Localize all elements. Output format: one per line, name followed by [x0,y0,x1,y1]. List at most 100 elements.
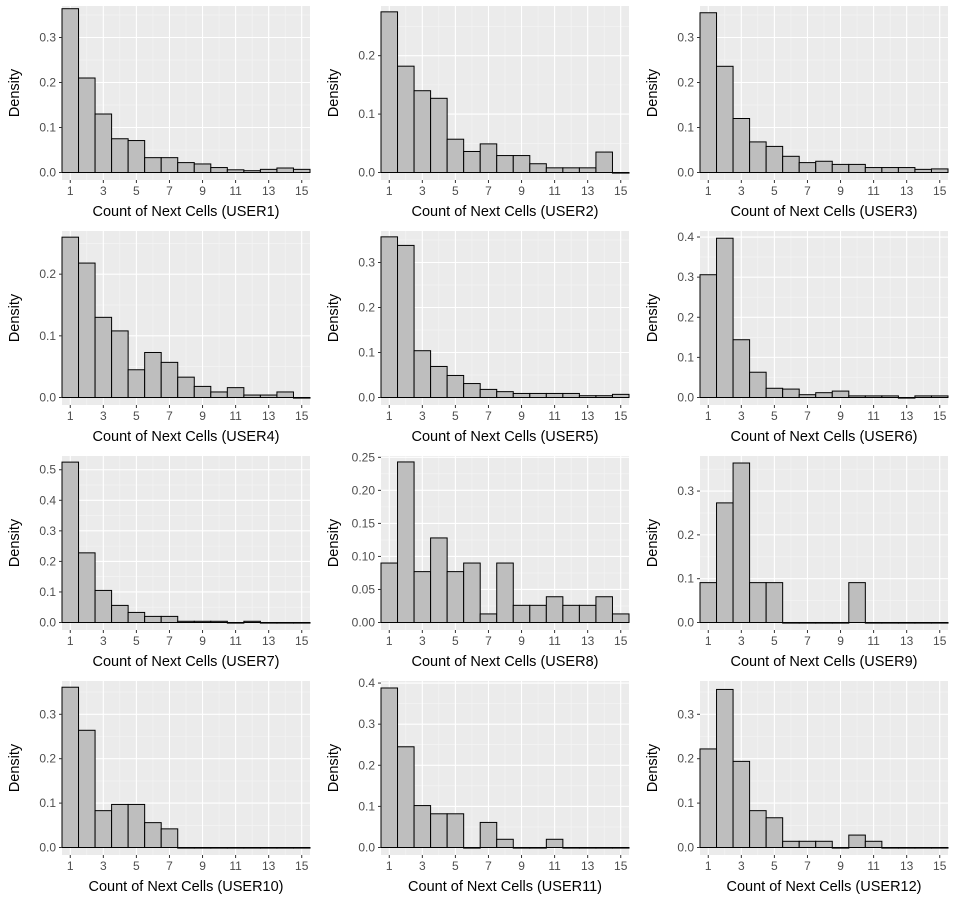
histogram-panel-user12: 1 3 5 7 9 11 13 15 0.0 0.1 0.2 0.3 Count of Next Cel… [638,675,957,900]
x-axis-title: Count of Next Cells (USER11) [408,879,602,895]
histogram-bar [243,620,261,624]
histogram-bar [881,167,899,174]
histogram-bar [782,388,800,399]
x-axis-title: Count of Next Cells (USER6) [731,429,918,445]
histogram-bar [111,138,129,174]
histogram-bar [127,611,146,624]
y-tick-label: 0.4 [677,230,694,244]
histogram-bar [496,562,514,624]
y-tick-label: 0.0 [677,391,694,405]
y-tick-label: 0.2 [358,758,375,772]
y-tick-label: 0.1 [39,585,56,599]
histogram-bar [699,274,718,399]
histogram-bar [479,613,498,624]
y-tick-label: 0.0 [39,166,56,180]
histogram-bar [94,810,113,849]
x-tick-label: 13 [581,184,595,198]
x-axis-title: Count of Next Cells (USER4) [93,429,280,445]
x-tick-label: 15 [933,184,947,198]
histogram-panel-user2: 1 3 5 7 9 11 13 15 0.0 0.1 0.2 Count of Next Cells … [319,0,638,225]
x-tick-label: 7 [804,634,811,648]
histogram-bar [848,834,866,849]
histogram-bar [749,582,767,624]
histogram-bar [193,163,212,174]
histogram-bar [463,383,481,399]
histogram-bar [430,537,448,624]
histogram-bar [562,167,580,174]
histogram-bar [430,365,448,399]
histogram-bar [430,813,448,849]
histogram-bar [380,562,399,624]
y-tick-label: 0.1 [39,796,56,810]
histogram-bar [292,847,311,849]
y-tick-label: 0.0 [358,841,375,855]
x-tick-label: 9 [518,184,525,198]
x-tick-label: 9 [837,409,844,423]
y-tick-label: 0.3 [39,31,56,45]
histogram-bar [732,462,751,624]
y-tick-label: 0.20 [352,483,376,497]
histogram-bar [479,821,498,849]
histogram-bar [831,622,850,624]
x-tick-label: 7 [166,859,173,873]
histogram-bar [732,118,751,174]
histogram-bar [815,840,833,849]
histogram-bar [765,817,784,849]
y-tick-label: 0.0 [39,841,56,855]
x-tick-label: 3 [738,859,745,873]
y-tick-label: 0.2 [39,554,56,568]
x-tick-label: 13 [581,409,595,423]
y-tick-label: 0.15 [352,516,376,530]
y-tick-label: 0.2 [677,76,694,90]
histogram-bar [210,391,228,399]
histogram-bar [732,339,751,399]
histogram-chart: 1 3 5 7 9 11 13 150.000.050.100.150.200.25Count… [326,450,630,670]
histogram-bar [78,729,96,849]
histogram-bar [479,388,498,399]
histogram-bar [276,622,294,624]
x-tick-label: 11 [548,184,561,198]
histogram-bar [798,162,817,174]
y-tick-label: 0.05 [352,582,376,596]
x-tick-label: 13 [900,184,914,198]
x-tick-label: 15 [933,859,947,873]
x-tick-label: 15 [933,634,947,648]
x-tick-label: 15 [295,409,309,423]
x-tick-label: 5 [452,634,459,648]
histogram-bar [848,582,866,624]
x-axis-title: Count of Next Cells (USER1) [93,204,280,220]
x-tick-label: 5 [452,859,459,873]
histogram-bar [463,847,481,849]
y-axis-title: Density [326,293,342,342]
histogram-bar [210,847,228,849]
x-tick-label: 5 [133,634,140,648]
histogram-bar [177,162,195,174]
histogram-bar [397,746,415,849]
histogram-panel-user4: 1 3 5 7 9 11 13 15 0.0 0.1 0.2 Count of Next Cells … [0,225,319,450]
histogram-bar [210,620,228,624]
histogram-bar [545,392,564,399]
y-tick-label: 0.4 [358,676,375,690]
histogram-bar [144,822,162,849]
y-axis-title: Density [7,518,23,567]
y-tick-label: 0.1 [677,796,694,810]
histogram-bar [595,151,613,174]
x-tick-label: 7 [485,859,492,873]
x-tick-label: 9 [199,634,206,648]
x-tick-label: 5 [771,859,778,873]
x-axis-title: Count of Next Cells (USER9) [731,654,918,670]
x-tick-label: 13 [262,184,276,198]
x-tick-label: 5 [133,409,140,423]
histogram-bar [177,376,195,399]
histogram-bar [529,847,547,849]
histogram-bar [413,350,432,399]
x-tick-label: 9 [199,184,206,198]
histogram-bar [716,502,734,624]
x-tick-label: 9 [518,409,525,423]
x-tick-label: 1 [705,634,712,648]
y-tick-label: 0.10 [352,549,376,563]
histogram-panel-user11: 1 3 5 7 9 11 13 15 0.0 0.1 0.2 0.3 0.4 Count of Next … [319,675,638,900]
